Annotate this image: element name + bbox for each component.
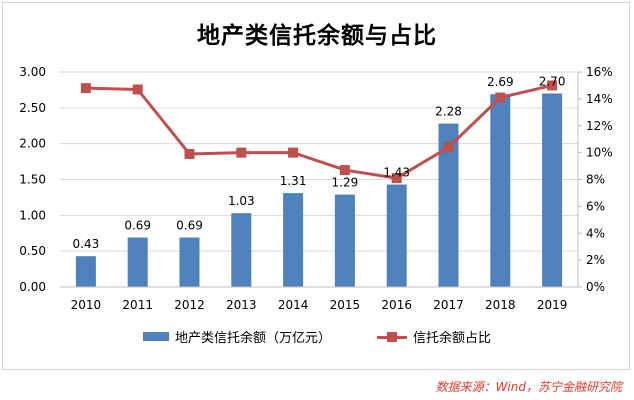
legend-bar-swatch — [142, 332, 169, 341]
share-line — [85, 83, 553, 180]
y-right-tick-label: 14% — [586, 92, 613, 106]
share-marker — [288, 147, 299, 158]
x-tick-label: 2017 — [433, 298, 464, 312]
bar — [438, 123, 459, 287]
y-right-tick-label: 10% — [586, 146, 613, 160]
bar-series — [75, 93, 563, 287]
axes: 0.00 0.50 1.00 1.50 2.00 2.50 3.00 0% 2% 4% 6% 8% 10… — [19, 65, 612, 312]
y-left-tick-label: 0.00 — [19, 280, 46, 294]
legend-entry-balance: 地产类信托余额（万亿元） — [142, 327, 331, 346]
bar-data-label: 1.29 — [332, 176, 359, 190]
source-note: 数据来源：Wind，苏宁金融研究院 — [435, 380, 622, 394]
share-marker — [236, 147, 247, 158]
y-left-tick-label: 1.00 — [19, 208, 46, 222]
y-right-tick-label: 4% — [586, 226, 605, 240]
bar — [231, 213, 252, 287]
share-marker — [391, 173, 402, 184]
data-labels: 0.43 0.69 0.69 1.03 1.31 1.29 1.43 2.28 2.69 2.70 — [73, 75, 566, 252]
bar — [127, 237, 148, 287]
y-left-tick-label: 1.50 — [19, 173, 46, 187]
bar-data-label: 1.03 — [228, 194, 255, 208]
x-tick-label: 2010 — [71, 298, 102, 312]
y-left-tick-label: 0.50 — [19, 244, 46, 258]
bar-data-label: 0.69 — [176, 219, 203, 233]
legend-entry-share: 信托余额占比 — [377, 327, 491, 346]
y-left-tick-label: 3.00 — [19, 65, 46, 79]
bar-data-label: 0.69 — [124, 219, 151, 233]
bar — [179, 237, 200, 287]
x-tick-label: 2019 — [537, 298, 568, 312]
legend-label-share: 信托余额占比 — [413, 331, 492, 346]
bar — [334, 194, 355, 287]
share-marker — [547, 80, 558, 91]
legend: 地产类信托余额（万亿元） 信托余额占比 — [0, 327, 634, 346]
legend-line-swatch — [377, 331, 407, 343]
y-right-tick-label: 2% — [586, 253, 605, 267]
chart-frame — [2, 2, 630, 370]
legend-label-balance: 地产类信托余额（万亿元） — [174, 331, 331, 346]
x-tick-label: 2016 — [381, 298, 412, 312]
y-right-tick-label: 8% — [586, 173, 605, 187]
share-marker — [80, 83, 91, 94]
y-right-tick-label: 12% — [586, 119, 613, 133]
bar — [386, 184, 407, 287]
bar — [75, 256, 96, 287]
x-tick-label: 2013 — [226, 298, 257, 312]
x-tick-label: 2015 — [330, 298, 361, 312]
bar-data-label: 0.43 — [73, 237, 100, 251]
share-marker — [339, 165, 350, 176]
line-series — [80, 80, 558, 184]
y-right-tick-label: 0% — [586, 280, 605, 294]
y-right-tick-label: 6% — [586, 199, 605, 213]
bar — [283, 193, 304, 287]
x-tick-label: 2014 — [278, 298, 309, 312]
chart-title: 地产类信托余额与占比 — [197, 22, 437, 49]
share-marker — [132, 84, 143, 95]
y-right-tick-label: 16% — [586, 65, 613, 79]
y-left-tick-label: 2.00 — [19, 137, 46, 151]
bar — [490, 94, 511, 287]
bar-data-label: 1.43 — [383, 166, 410, 180]
share-marker — [184, 148, 195, 159]
bar — [542, 93, 563, 287]
bar-data-label: 2.70 — [539, 75, 566, 89]
bar-data-label: 2.69 — [487, 75, 514, 89]
x-tick-label: 2018 — [485, 298, 516, 312]
bar-data-label: 1.31 — [280, 174, 307, 188]
x-tick-label: 2012 — [174, 298, 205, 312]
x-tick-label: 2011 — [122, 298, 153, 312]
share-marker — [495, 92, 506, 103]
share-marker — [443, 142, 454, 153]
bar-data-label: 2.28 — [435, 105, 462, 119]
y-left-tick-label: 2.50 — [19, 101, 46, 115]
